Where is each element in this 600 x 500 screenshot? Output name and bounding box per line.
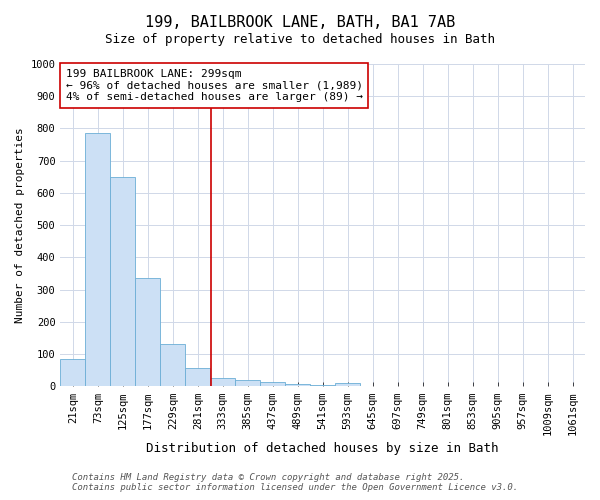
X-axis label: Distribution of detached houses by size in Bath: Distribution of detached houses by size … bbox=[146, 442, 499, 455]
Bar bbox=[160, 344, 185, 386]
Bar bbox=[110, 177, 136, 386]
Bar bbox=[335, 383, 360, 386]
Bar bbox=[136, 278, 160, 386]
Bar bbox=[61, 359, 85, 386]
Bar bbox=[185, 368, 210, 386]
Bar bbox=[310, 385, 335, 386]
Y-axis label: Number of detached properties: Number of detached properties bbox=[15, 128, 25, 323]
Bar bbox=[85, 134, 110, 386]
Text: 199 BAILBROOK LANE: 299sqm
← 96% of detached houses are smaller (1,989)
4% of se: 199 BAILBROOK LANE: 299sqm ← 96% of deta… bbox=[65, 69, 362, 102]
Bar bbox=[260, 382, 285, 386]
Bar bbox=[285, 384, 310, 386]
Text: Size of property relative to detached houses in Bath: Size of property relative to detached ho… bbox=[105, 32, 495, 46]
Bar bbox=[235, 380, 260, 386]
Text: 199, BAILBROOK LANE, BATH, BA1 7AB: 199, BAILBROOK LANE, BATH, BA1 7AB bbox=[145, 15, 455, 30]
Bar bbox=[210, 378, 235, 386]
Text: Contains HM Land Registry data © Crown copyright and database right 2025.
Contai: Contains HM Land Registry data © Crown c… bbox=[72, 473, 518, 492]
